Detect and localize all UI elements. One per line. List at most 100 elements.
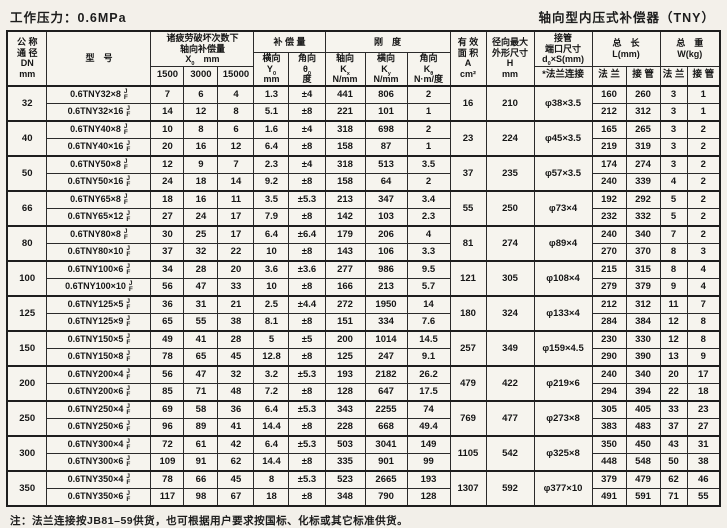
model-cell: 0.6TNY250×4 J F [46,399,152,419]
value-cell: 4 [659,172,688,191]
value-cell: ±4.4 [288,294,326,314]
value-cell: 37 [659,417,688,436]
value-cell: 7.9 [253,207,290,226]
value-cell: ±4 [288,84,326,104]
value-cell: 38 [686,452,721,471]
area-cell: 1307 [449,469,487,506]
compensator-spec-table: 公 称通 径 DN mm 型 号 诸疲劳破坏次数下 轴向补偿量 X0 mm 补 偿 量 … [5,30,722,507]
model-cell: 0.6TNY250×6 J F [46,417,152,436]
catalog-page: 工作压力：0.6MPa 轴向型内压式补偿器（TNY） 公 称通 径 DN mm 型 … [5,11,722,527]
h-cell: 324 [485,294,535,331]
value-cell: 279 [591,277,627,296]
table-row: 150 0.6TNY150×5 J F 49 41 28 5 ±5 200 1014 14.5 257 3… [6,329,721,366]
dn-cell: 350 [6,469,48,506]
value-cell: 215 [591,259,627,279]
value-cell: 6.4 [253,399,290,419]
value-cell: 340 [625,364,661,384]
value-cell: 270 [591,242,627,261]
value-cell: 3.5 [406,154,451,174]
h-cell: 224 [485,119,535,156]
value-cell: ±8 [288,137,326,156]
value-cell: 61 [183,434,219,454]
table-row: 0.6TNY32×16 J F 14 12 8 5.1 ±8 221 101 1 212 312 3 1 [7,102,721,121]
value-cell: 2 [686,189,721,209]
value-cell: 5.7 [406,277,451,296]
value-cell: 9.5 [406,259,451,279]
col-weight-pipe: 接 管 [686,65,721,86]
value-cell: 26.2 [406,364,451,384]
value-cell: 2.3 [406,207,451,226]
value-cell: 46 [686,469,721,489]
value-cell: 160 [591,84,627,104]
model-cell: 0.6TNY40×16 J F [46,137,152,156]
area-cell: 121 [449,259,487,296]
value-cell: 38 [217,312,255,331]
value-cell: 343 [324,399,366,419]
value-cell: 5 [659,207,688,226]
dn-cell: 40 [6,119,48,156]
value-cell: 14 [406,294,451,314]
value-cell: 3041 [364,434,408,454]
value-cell: 806 [364,84,408,104]
value-cell: 10 [253,277,290,296]
area-cell: 16 [449,84,487,121]
value-cell: 340 [625,224,661,244]
dn-cell: 50 [6,154,48,191]
value-cell: 379 [591,469,627,489]
h-cell: 477 [485,399,535,436]
value-cell: 56 [150,277,185,296]
table-row: 0.6TNY200×6 J F 85 71 48 7.2 ±8 128 647 17.5 294 394… [7,382,721,401]
col-cycles-15000: 15000 [217,65,255,86]
value-cell: 24 [183,207,219,226]
value-cell: 483 [625,417,661,436]
value-cell: 31 [183,294,219,314]
model-cell: 0.6TNY350×4 J F [46,469,152,489]
value-cell: 9.1 [406,347,451,366]
value-cell: 265 [625,119,661,139]
h-cell: 592 [485,469,535,506]
value-cell: 4 [686,277,721,296]
value-cell: 2 [686,172,721,191]
value-cell: 2 [686,137,721,156]
table-row: 350 0.6TNY350×4 J F 78 66 45 8 ±5.3 523 2665 193 130… [6,469,721,506]
value-cell: 32 [217,364,255,384]
value-cell: 503 [324,434,366,454]
value-cell: 78 [150,347,185,366]
value-cell: ±5 [288,329,326,349]
value-cell: 193 [324,364,366,384]
value-cell: 318 [324,154,366,174]
model-cell: 0.6TNY150×8 J F [46,347,152,366]
value-cell: 45 [217,347,255,366]
h-cell: 305 [485,259,535,296]
value-cell: 11 [659,294,688,314]
model-cell: 0.6TNY65×8 J F [46,189,152,209]
value-cell: 2 [686,119,721,139]
value-cell: 240 [591,224,627,244]
value-cell: 1950 [364,294,408,314]
value-cell: 240 [591,364,627,384]
value-cell: ±4 [288,154,326,174]
value-cell: 69 [150,399,185,419]
value-cell: 74 [406,399,451,419]
area-cell: 769 [449,399,487,436]
value-cell: 27 [686,417,721,436]
model-cell: 0.6TNY300×4 J F [46,434,152,454]
value-cell: 379 [625,277,661,296]
value-cell: 2.3 [253,154,290,174]
value-cell: 67 [217,487,255,506]
value-cell: 14.5 [406,329,451,349]
value-cell: 668 [364,417,408,436]
model-cell: 0.6TNY350×6 J F [46,487,152,506]
value-cell: 12 [659,312,688,331]
model-cell: 0.6TNY80×10 J F [46,242,152,261]
table-row: 80 0.6TNY80×8 J F 30 25 17 6.4 ±6.4 179 206 4 81 274 φ… [6,224,721,261]
value-cell: 12 [659,329,688,349]
value-cell: 318 [324,119,366,139]
area-cell: 23 [449,119,487,156]
value-cell: 7.2 [253,382,290,401]
